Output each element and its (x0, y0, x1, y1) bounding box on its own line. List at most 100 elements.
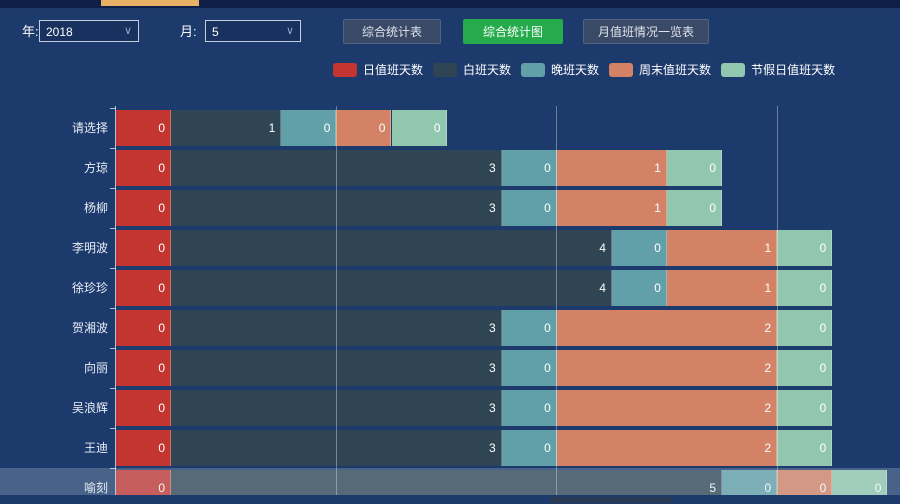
monthly-duty-list-button[interactable]: 月值班情况一览表 (583, 19, 709, 44)
bar-value-label: 0 (820, 350, 827, 386)
bar-value-label: 2 (765, 430, 772, 466)
bar-value-label: 3 (489, 190, 496, 226)
bar-value-label: 0 (544, 310, 551, 346)
bar-segment[interactable]: 2 (557, 430, 777, 466)
bar-segment[interactable]: 0 (116, 110, 171, 146)
bar-value-label: 1 (654, 150, 661, 186)
bar-segment[interactable]: 2 (557, 310, 777, 346)
bar-segment[interactable]: 0 (116, 310, 171, 346)
legend-item[interactable]: 日值班天数 (333, 61, 423, 78)
bar-segment[interactable]: 0 (667, 190, 722, 226)
bar-value-label: 0 (544, 350, 551, 386)
bar-segment[interactable]: 0 (777, 270, 832, 306)
bar-segment[interactable]: 4 (171, 270, 612, 306)
month-label: 月: (180, 24, 197, 40)
bar-segment[interactable]: 0 (777, 430, 832, 466)
bar-value-label: 0 (158, 110, 165, 146)
bar-segment[interactable]: 0 (336, 110, 391, 146)
bar-value-label: 2 (765, 350, 772, 386)
bar-segment[interactable]: 0 (502, 150, 557, 186)
bar-segment[interactable]: 1 (557, 150, 667, 186)
bar-segment[interactable]: 0 (777, 390, 832, 426)
bar-row: 03010 (0, 150, 900, 186)
bar-segment[interactable]: 0 (502, 430, 557, 466)
summary-chart-button[interactable]: 综合统计图 (463, 19, 563, 44)
category-label: 方琼 (0, 150, 108, 186)
category-label: 向丽 (0, 350, 108, 386)
bar-segment[interactable]: 2 (557, 350, 777, 386)
bar-value-label: 3 (489, 350, 496, 386)
bar-segment[interactable]: 0 (392, 110, 447, 146)
bar-segment[interactable]: 0 (116, 270, 171, 306)
bar-segment[interactable]: 0 (116, 230, 171, 266)
month-select[interactable]: 5 ∨ (205, 20, 301, 42)
bar-row: 04010 (0, 230, 900, 266)
legend-item[interactable]: 白班天数 (433, 61, 511, 78)
bar-value-label: 0 (434, 110, 441, 146)
bar-segment[interactable]: 0 (502, 390, 557, 426)
bar-value-label: 0 (158, 150, 165, 186)
legend: 日值班天数白班天数 晚班天数周末值班天数 节假日值班天数 (333, 61, 845, 78)
bar-segment[interactable]: 1 (667, 270, 777, 306)
bar-segment[interactable]: 0 (116, 390, 171, 426)
bar-value-label: 0 (158, 350, 165, 386)
bar-segment[interactable]: 0 (502, 310, 557, 346)
bar-segment[interactable]: 1 (667, 230, 777, 266)
bar-value-label: 0 (820, 430, 827, 466)
y-axis-tick (110, 388, 116, 389)
bar-value-label: 0 (158, 190, 165, 226)
bar-segment[interactable]: 0 (116, 350, 171, 386)
year-select-value: 2018 (46, 25, 73, 39)
bar-value-label: 4 (599, 230, 606, 266)
y-axis-tick (110, 268, 116, 269)
top-nav-strip (0, 0, 900, 9)
bar-segment[interactable]: 1 (171, 110, 281, 146)
bar-segment[interactable]: 0 (281, 110, 336, 146)
bar-value-label: 1 (269, 110, 276, 146)
bar-value-label: 3 (489, 310, 496, 346)
legend-item-label: 晚班天数 (551, 61, 599, 78)
bar-value-label: 0 (820, 390, 827, 426)
year-select[interactable]: 2018 ∨ (39, 20, 139, 42)
bar-segment[interactable]: 2 (557, 390, 777, 426)
bar-row: 03020 (0, 430, 900, 466)
legend-item[interactable]: 节假日值班天数 (721, 61, 835, 78)
bar-segment[interactable]: 0 (116, 190, 171, 226)
gridline (336, 106, 337, 495)
bar-segment[interactable]: 0 (116, 150, 171, 186)
bar-segment[interactable]: 0 (502, 350, 557, 386)
bar-value-label: 0 (158, 430, 165, 466)
bar-segment[interactable]: 0 (502, 190, 557, 226)
month-select-value: 5 (212, 25, 219, 39)
duty-stacked-bar-chart: 请选择01000方琼03010杨柳03010李明波04010徐珍珍04010贺湘… (0, 106, 900, 495)
active-tab-indicator[interactable] (101, 0, 199, 6)
row-highlight-overlay (0, 468, 900, 495)
bar-segment[interactable]: 0 (777, 350, 832, 386)
bar-value-label: 0 (158, 270, 165, 306)
y-axis-line (115, 106, 116, 495)
bar-segment[interactable]: 1 (557, 190, 667, 226)
legend-item[interactable]: 周末值班天数 (609, 61, 711, 78)
bar-segment[interactable]: 0 (777, 230, 832, 266)
chevron-down-icon: ∨ (286, 21, 294, 41)
bar-segment[interactable]: 0 (116, 430, 171, 466)
tooltip-top-edge (550, 497, 672, 503)
bar-value-label: 0 (544, 150, 551, 186)
bar-segment[interactable]: 0 (667, 150, 722, 186)
y-axis-tick (110, 148, 116, 149)
legend-swatch (721, 63, 745, 77)
bar-value-label: 0 (544, 190, 551, 226)
bar-segment[interactable]: 0 (612, 270, 667, 306)
bar-row: 03020 (0, 390, 900, 426)
bar-value-label: 1 (765, 230, 772, 266)
bar-value-label: 0 (544, 390, 551, 426)
bar-value-label: 0 (820, 230, 827, 266)
bar-segment[interactable]: 4 (171, 230, 612, 266)
y-axis-tick (110, 188, 116, 189)
gridline (556, 106, 557, 495)
bar-segment[interactable]: 0 (612, 230, 667, 266)
legend-item[interactable]: 晚班天数 (521, 61, 599, 78)
legend-item-label: 节假日值班天数 (751, 61, 835, 78)
summary-table-button[interactable]: 综合统计表 (343, 19, 441, 44)
bar-segment[interactable]: 0 (777, 310, 832, 346)
